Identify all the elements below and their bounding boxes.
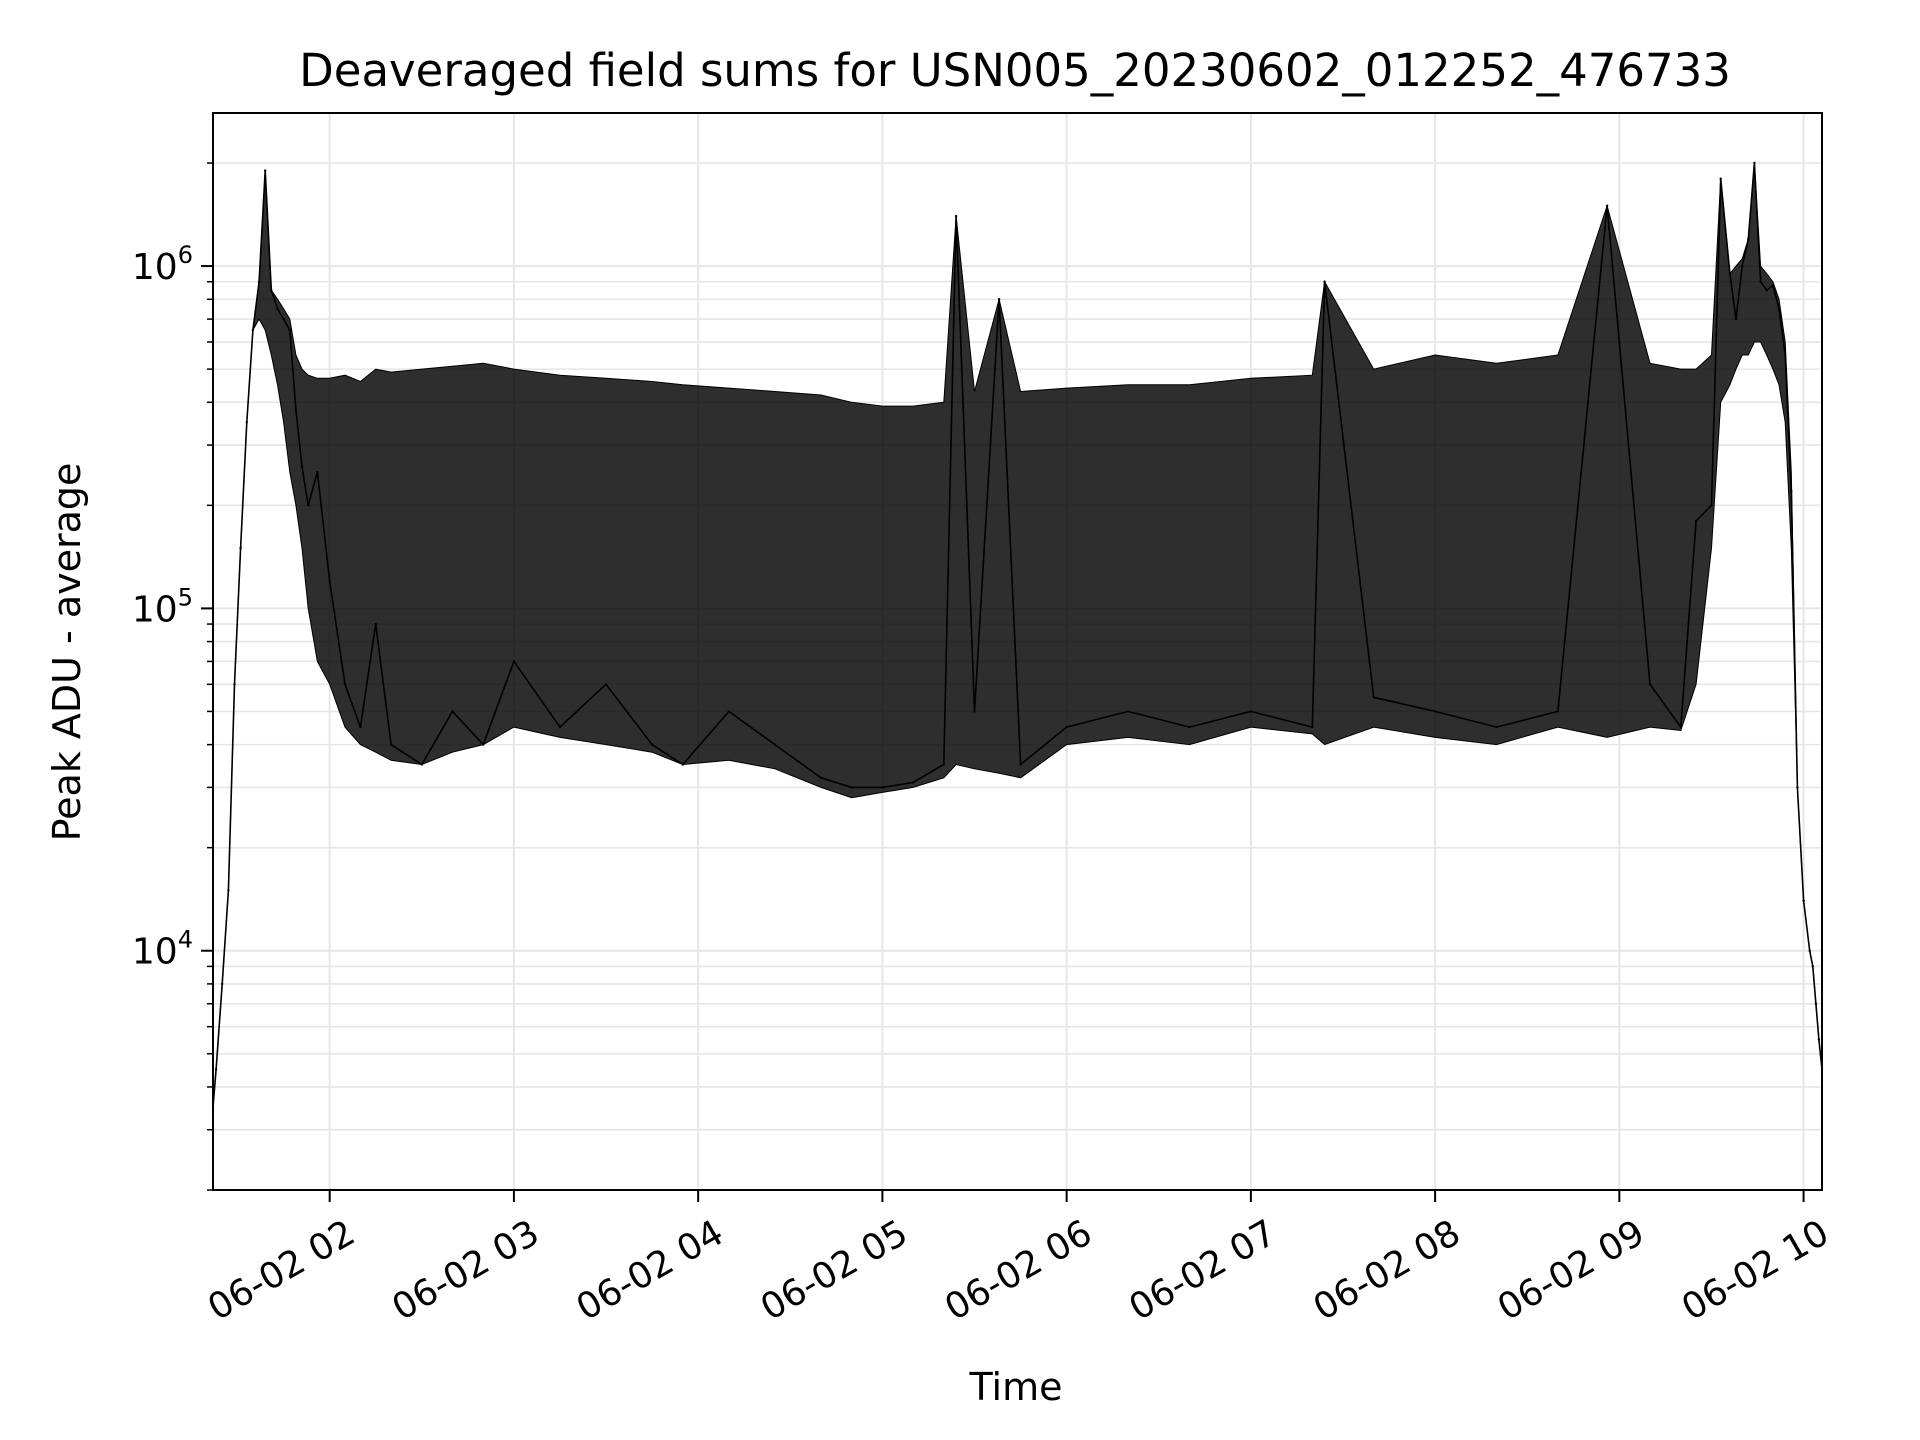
data-point (233, 683, 236, 686)
data-point (512, 660, 516, 663)
data-point (1126, 710, 1130, 713)
data-point (1753, 161, 1756, 165)
data-point (1710, 504, 1713, 507)
data-point (359, 725, 362, 729)
data-point (420, 763, 423, 766)
data-point (214, 1068, 218, 1071)
data-point (328, 580, 331, 583)
data-point (1747, 237, 1750, 241)
data-point (282, 317, 285, 321)
data-point (374, 622, 377, 626)
data-point (1771, 283, 1775, 287)
data-point (1372, 696, 1375, 699)
data-point (482, 743, 485, 746)
data-point (1808, 949, 1811, 952)
data-point (300, 465, 304, 468)
data-point (1323, 280, 1326, 283)
data-point (954, 214, 958, 218)
data-point (264, 169, 267, 172)
data-point (1605, 204, 1609, 207)
data-point (221, 982, 224, 986)
data-point (1065, 725, 1068, 729)
data-point (1719, 177, 1722, 180)
plot-frame (212, 112, 1823, 1191)
y-tick-label: 106 (132, 241, 193, 288)
data-point (773, 743, 777, 746)
data-point (681, 763, 684, 766)
data-point (1817, 1038, 1821, 1041)
data-point (307, 504, 310, 507)
data-point (1495, 725, 1498, 729)
data-point (942, 763, 945, 766)
data-point (1019, 763, 1022, 766)
data-point (1188, 725, 1191, 729)
data-point (973, 710, 976, 713)
data-point (1741, 264, 1744, 268)
y-tick-label: 105 (132, 583, 193, 630)
data-point (650, 743, 654, 746)
data-area (211, 161, 1824, 1109)
signal-line (212, 162, 1823, 1107)
data-point (1433, 710, 1437, 713)
y-tick-label: 104 (132, 926, 193, 973)
data-point (451, 710, 454, 713)
data-point (1648, 683, 1652, 686)
data-point (1556, 710, 1560, 713)
data-point (1759, 280, 1762, 283)
chart-title: Deaveraged field sums for USN005_2023060… (299, 44, 1731, 97)
y-axis: 104 105 106 (132, 162, 213, 1191)
x-axis-label: Time (969, 1365, 1063, 1409)
data-point (251, 328, 255, 332)
data-point (257, 280, 261, 283)
data-point (881, 786, 884, 789)
data-point (288, 328, 291, 332)
data-point (604, 683, 608, 686)
data-point (245, 421, 248, 424)
data-point (294, 408, 298, 412)
data-point (270, 289, 273, 292)
data-point (1777, 307, 1781, 310)
data-point (727, 710, 731, 713)
data-point (276, 307, 279, 310)
data-point (1728, 272, 1732, 275)
data-point (389, 743, 393, 746)
data-point (227, 889, 230, 892)
data-point (1796, 786, 1799, 789)
data-point (1802, 899, 1805, 902)
data-point (819, 776, 823, 779)
data-point (343, 683, 347, 686)
data-point (558, 725, 562, 729)
data-point (1784, 353, 1787, 357)
data-point (1311, 725, 1314, 729)
data-point (1679, 725, 1683, 729)
data-point (911, 781, 915, 784)
y-axis-label: Peak ADU - average (45, 463, 89, 842)
data-point (997, 298, 1001, 301)
data-point (850, 786, 853, 789)
data-point (239, 546, 242, 550)
data-point (1734, 317, 1738, 321)
data-point (1694, 519, 1698, 523)
data-point (1814, 1002, 1818, 1005)
data-point (1811, 965, 1815, 968)
data-point (1765, 289, 1768, 292)
data-point (1249, 710, 1253, 713)
data-point (316, 471, 319, 474)
data-point (1790, 490, 1793, 493)
